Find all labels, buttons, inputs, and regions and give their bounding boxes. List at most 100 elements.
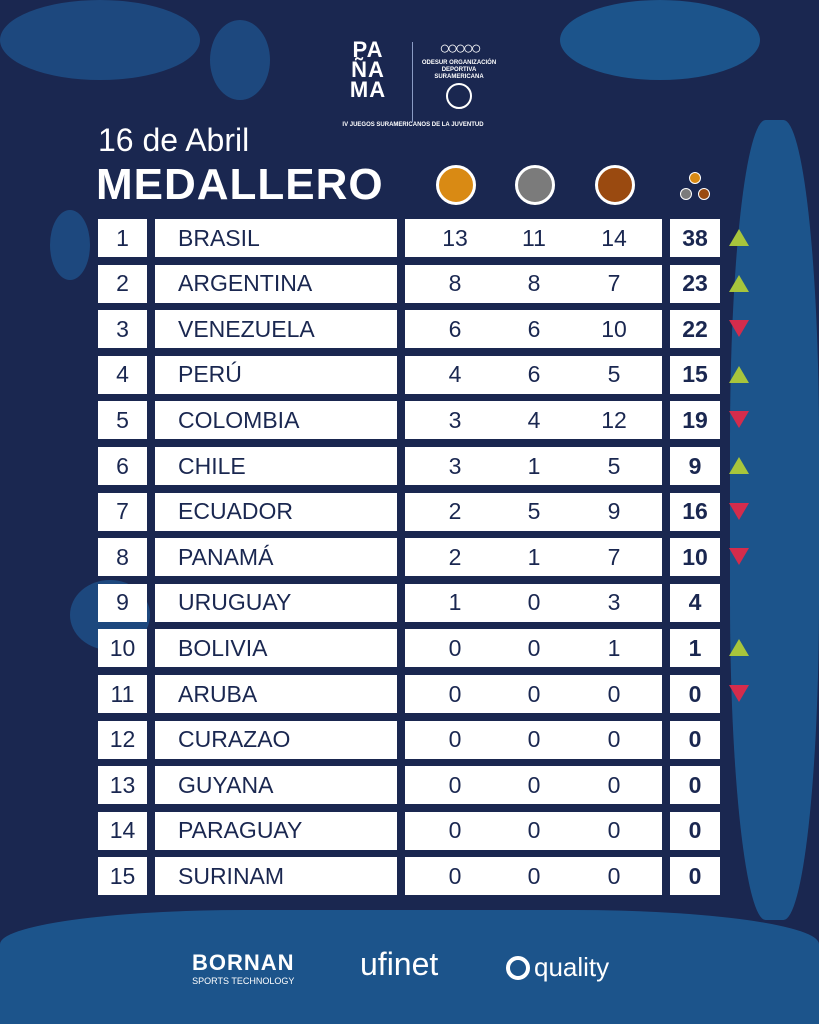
- total-count: 10: [670, 538, 720, 577]
- gold-count: 8: [448, 270, 462, 297]
- country-name: ARGENTINA: [155, 264, 397, 303]
- gold-count: 3: [448, 452, 462, 479]
- total-count: 0: [670, 720, 720, 759]
- sponsor-quality: quality: [506, 952, 609, 983]
- gold-count: 0: [448, 771, 462, 798]
- odesur-text: ODESUR ORGANIZACIÓN DEPORTIVA SURAMERICA…: [421, 60, 497, 80]
- rank: 10: [98, 629, 147, 668]
- total-count: 1: [670, 629, 720, 668]
- country-name: PERÚ: [155, 355, 397, 394]
- medal-counts: 13 11 14: [405, 219, 662, 257]
- silver-count: 0: [527, 726, 541, 753]
- odesur-logo: ○○○○○ ODESUR ORGANIZACIÓN DEPORTIVA SURAM…: [420, 38, 498, 109]
- bronze-count: 5: [607, 452, 621, 479]
- gold-count: 0: [448, 634, 462, 661]
- silver-count: 0: [527, 771, 541, 798]
- silver-count: 6: [527, 315, 541, 342]
- silver-count: 1: [527, 543, 541, 570]
- event-logo: PA ÑA MA ○○○○○ ODESUR ORGANIZACIÓN DEPORTIV…: [328, 38, 498, 130]
- rank: 4: [98, 355, 147, 394]
- quality-logo-icon: [506, 955, 530, 980]
- trend-down-icon: [729, 685, 749, 702]
- trend-up-icon: [729, 365, 749, 383]
- medal-counts: 0 0 0: [405, 766, 662, 805]
- rank: 12: [98, 720, 147, 759]
- quality-logo: quality: [534, 952, 610, 982]
- medal-counts: 8 8 7: [405, 264, 662, 303]
- trend-up-icon: [729, 274, 749, 292]
- gold-medal-icon: [436, 165, 476, 205]
- rank: 2: [98, 264, 147, 303]
- globe-icon: [446, 83, 472, 109]
- gold-count: 2: [448, 543, 462, 570]
- trend-up-icon: [729, 457, 749, 474]
- bg-shape: [0, 910, 819, 1024]
- country-name: COLOMBIA: [155, 401, 397, 440]
- bg-shape: [730, 120, 819, 920]
- rank: 8: [98, 538, 147, 577]
- bornan-tagline: SPORTS TECHNOLOGY: [192, 976, 295, 986]
- rank: 13: [98, 766, 147, 805]
- medal-counts: 0 0 0: [405, 811, 662, 850]
- gold-count: 3: [448, 406, 462, 433]
- bg-shape: [560, 0, 760, 80]
- gold-count: 0: [448, 817, 462, 844]
- bg-shape: [0, 0, 200, 80]
- bronze-count: 5: [607, 361, 621, 388]
- medal-counts: 0 0 0: [405, 857, 662, 896]
- country-name: ARUBA: [155, 675, 397, 713]
- rank: 9: [98, 583, 147, 622]
- total-count: 38: [670, 219, 720, 257]
- total-count: 0: [670, 811, 720, 850]
- gold-count: 4: [448, 361, 462, 388]
- silver-count: 0: [527, 862, 541, 889]
- total-count: 0: [670, 675, 720, 713]
- gold-count: 0: [448, 862, 462, 889]
- rank: 11: [98, 675, 147, 713]
- medal-counts: 0 0 0: [405, 720, 662, 759]
- silver-count: 0: [527, 634, 541, 661]
- trend-down-icon: [729, 548, 749, 566]
- sponsor-bornan: BORNAN SPORTS TECHNOLOGY: [192, 950, 295, 986]
- medal-counts: 3 1 5: [405, 447, 662, 485]
- rank: 15: [98, 857, 147, 896]
- total-count: 16: [670, 492, 720, 531]
- olympic-rings-icon: ○○○○○: [439, 38, 481, 58]
- trend-down-icon: [729, 320, 749, 338]
- gold-count: 2: [448, 498, 462, 525]
- rank: 3: [98, 310, 147, 349]
- bronze-count: 10: [601, 315, 627, 342]
- divider: [412, 42, 413, 122]
- bronze-count: 0: [607, 817, 621, 844]
- gold-count: 13: [442, 224, 468, 251]
- trend-down-icon: [729, 502, 749, 520]
- bronze-count: 1: [607, 634, 621, 661]
- medal-counts: 6 6 10: [405, 310, 662, 349]
- gold-count: 0: [448, 726, 462, 753]
- rank: 7: [98, 492, 147, 531]
- medal-counts: 1 0 3: [405, 583, 662, 622]
- total-count: 0: [670, 857, 720, 896]
- country-name: BRASIL: [155, 219, 397, 257]
- bg-shape: [210, 20, 270, 100]
- trend-down-icon: [729, 411, 749, 429]
- bronze-count: 0: [607, 680, 621, 707]
- bronze-count: 14: [601, 224, 627, 251]
- bronze-count: 7: [607, 270, 621, 297]
- trend-up-icon: [729, 639, 749, 657]
- total-count: 19: [670, 401, 720, 440]
- total-count: 4: [670, 583, 720, 622]
- total-count: 0: [670, 766, 720, 805]
- total-medals-icon: [676, 172, 716, 206]
- country-name: ECUADOR: [155, 492, 397, 531]
- bornan-logo: BORNAN: [192, 950, 295, 975]
- country-name: GUYANA: [155, 766, 397, 805]
- country-name: PARAGUAY: [155, 811, 397, 850]
- date: 16 de Abril: [98, 122, 250, 158]
- gold-count: 1: [448, 589, 462, 616]
- country-name: VENEZUELA: [155, 310, 397, 349]
- bronze-count: 7: [607, 543, 621, 570]
- gold-count: 0: [448, 680, 462, 707]
- bronze-count: 0: [607, 862, 621, 889]
- bronze-count: 12: [601, 406, 627, 433]
